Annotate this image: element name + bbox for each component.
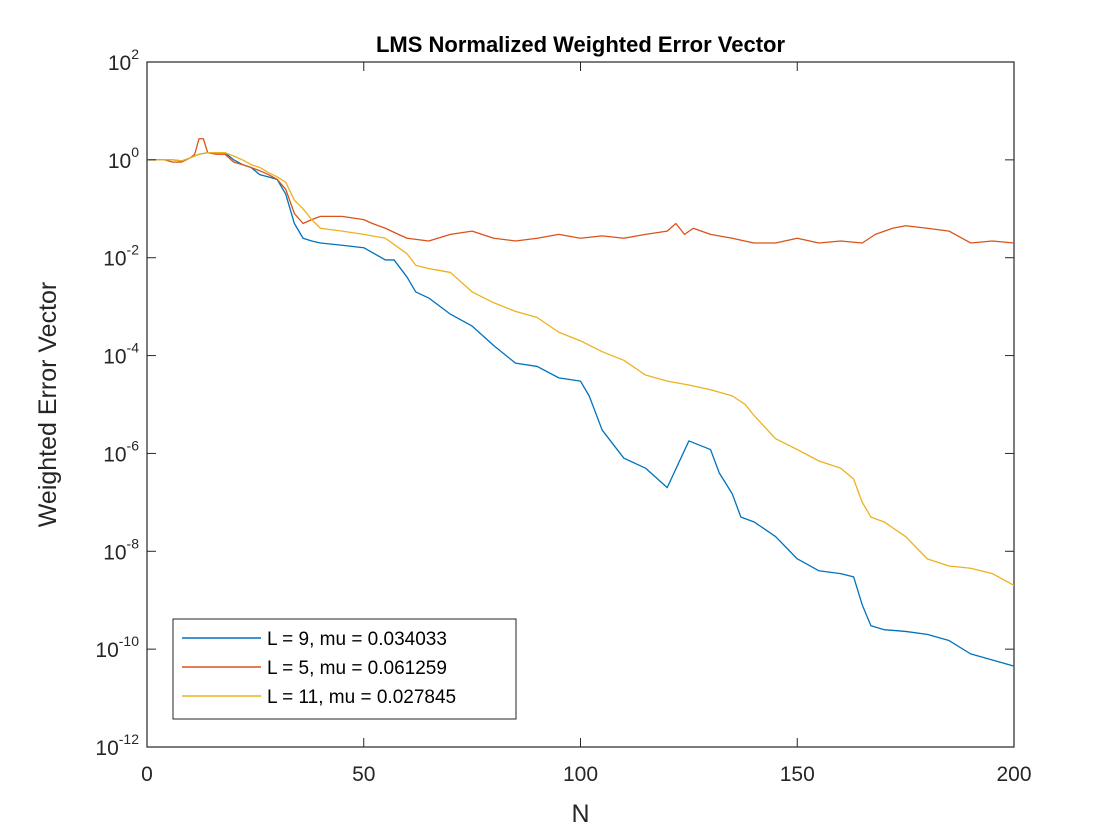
y-tick-label: 100 [108, 144, 139, 173]
x-tick-label: 0 [141, 763, 153, 786]
legend-label-2: L = 5, mu = 0.061259 [267, 658, 447, 679]
y-tick-label: 10-2 [103, 242, 139, 271]
chart-title: LMS Normalized Weighted Error Vector [376, 32, 786, 57]
x-tick-label: 50 [352, 763, 375, 786]
tick-layer: 0 50 100 150 200 102 100 10-2 10-4 10-6 10-8 10-10 1… [95, 46, 1031, 786]
legend: L = 9, mu = 0.034033 L = 5, mu = 0.061259… [172, 618, 517, 720]
legend-box [172, 618, 517, 720]
x-tick-label: 100 [563, 763, 598, 786]
x-axis-label: N [571, 800, 589, 828]
y-tick-label: 10-6 [103, 437, 139, 466]
series-line-1 [147, 152, 1015, 667]
y-tick-label: 10-4 [103, 340, 139, 369]
series-layer [147, 138, 1015, 667]
x-tick-label: 150 [780, 763, 815, 786]
y-axis-label: Weighted Error Vector [34, 282, 62, 527]
y-tick-label: 10-12 [95, 731, 139, 760]
legend-label-1: L = 9, mu = 0.034033 [267, 629, 447, 650]
y-tick-label: 10-10 [95, 633, 139, 662]
series-line-2 [147, 138, 1015, 244]
legend-label-3: L = 11, mu = 0.027845 [267, 687, 456, 708]
y-tick-label: 102 [108, 46, 139, 75]
series-line-3 [147, 152, 1015, 587]
y-tick-label: 10-8 [103, 535, 139, 564]
x-tick-label: 200 [996, 763, 1031, 786]
